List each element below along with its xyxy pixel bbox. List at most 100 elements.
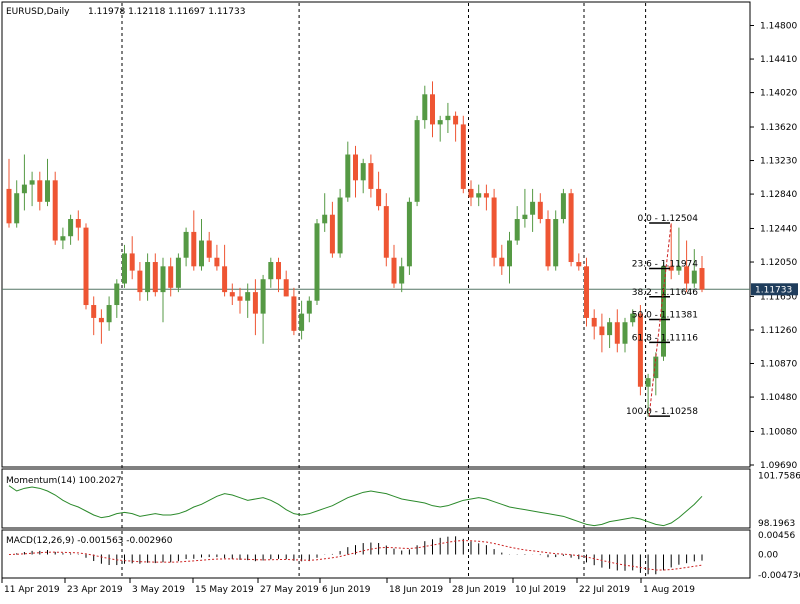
candle-body [537,201,543,220]
candle-body [553,219,559,267]
candle [183,227,189,267]
price-tick-label: 1.13230 [760,157,797,167]
candle-body [653,356,659,379]
candle-body [329,214,335,254]
fibonacci-retracement[interactable]: 0.0 - 1.12504 23.6 - 1.11974 38.2 - 1.1164… [626,214,698,417]
candle [661,262,666,361]
candle-body [607,322,613,336]
price-tick-label: 1.12440 [760,224,797,234]
candle [29,171,35,207]
candle [584,257,589,327]
candle-body [507,240,512,267]
candle [422,85,428,129]
candle [437,115,443,142]
candle-body [160,266,166,293]
candle-body [98,317,104,323]
time-tick-label: 18 Jun 2019 [389,585,443,595]
candle [68,214,74,245]
candle-body [360,163,366,181]
candle-body [353,154,358,181]
candle-body [276,262,281,280]
momentum-label: Momentum(14) 100.2027 [6,476,122,486]
time-tick-label: 27 May 2019 [260,585,319,595]
momentum-line [8,485,703,527]
candle-body [168,266,174,288]
momentum-tick-label: 98.1963 [758,519,795,529]
candle [175,253,181,293]
candle [245,283,251,318]
candle [445,102,451,134]
candle-body [684,266,690,284]
candle-body [222,266,228,293]
candle [591,309,597,340]
candle-body [237,296,243,301]
candlestick-series [6,81,705,417]
candle-body [599,326,605,336]
candle [430,81,435,138]
candle-body [430,94,435,125]
candle-body [376,188,382,207]
candle-body [491,197,497,258]
candle [630,309,636,327]
candle-body [345,154,351,198]
candle-body [691,270,697,284]
candle [329,201,335,258]
candle-body [29,180,35,185]
candle-body [445,115,451,121]
current-price-tag [751,283,798,296]
candle [414,115,420,207]
candle-body [630,313,636,323]
fib-level-label: 0.0 - 1.12504 [638,214,699,224]
candle [560,188,566,224]
candle-body [699,268,705,290]
candle [491,188,497,267]
candle [237,287,243,314]
price-tick-label: 1.14410 [760,55,797,65]
candle [45,158,50,207]
candle-body [75,219,81,228]
candle-body [637,313,643,387]
candle [537,193,543,224]
candle-body [21,184,27,194]
candle-body [476,193,482,198]
candle [129,236,135,280]
fib-trend-line [648,222,672,417]
candle [345,141,351,202]
candle-body [645,378,651,387]
candle [122,244,127,288]
current-price-tag-label: 1.11733 [755,285,792,295]
candle-body [560,193,566,220]
price-tick-label: 1.14800 [760,22,797,32]
momentum-indicator: 101.7586 98.1963 [8,472,800,529]
candle [114,279,120,318]
candle [476,184,482,207]
candle-body [337,197,343,254]
candle-body [460,124,466,189]
candle [383,193,389,267]
candle-body [137,270,143,293]
time-tick-label: 3 May 2019 [132,585,185,595]
price-tick-label: 1.12050 [760,258,797,268]
candle-body [283,279,289,297]
candle-body [299,313,305,331]
fib-level-label: 100.0 - 1.10258 [626,407,698,417]
candle [199,219,204,271]
candle [499,244,505,275]
candle-body [291,296,297,331]
candle-body [468,188,474,198]
candle-body [406,201,412,267]
price-tick-label: 1.13620 [760,123,797,133]
candle [568,188,574,267]
candle-body [260,279,266,314]
time-tick-label: 23 Apr 2019 [67,585,123,595]
candle-body [584,266,589,318]
candle-body [45,180,50,202]
candle-body [545,219,551,267]
chart-ohlc-label: 1.11978 1.12118 1.11697 1.11733 [88,7,245,17]
candle [684,240,690,293]
candle-body [114,283,120,306]
candle-body [106,305,112,323]
candle-body [322,214,328,224]
